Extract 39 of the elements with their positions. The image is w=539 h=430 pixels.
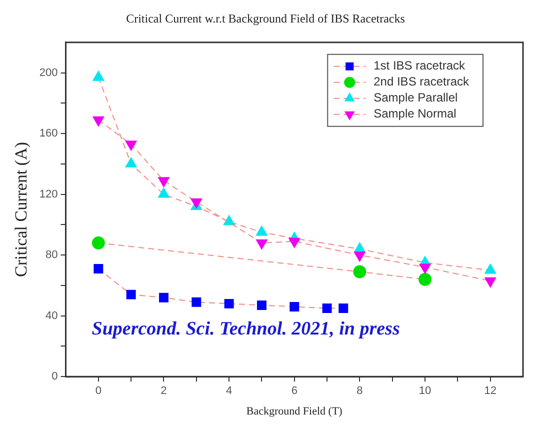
x-tick-label: 12 [484, 385, 496, 398]
point [353, 265, 366, 278]
y-tick-label: 160 [39, 128, 58, 140]
point [290, 302, 300, 312]
point [126, 290, 136, 300]
y-axis-title: Critical Current (A) [12, 142, 31, 278]
point [125, 157, 137, 168]
point [256, 226, 268, 236]
point [92, 236, 105, 250]
x-tick-label: 2 [160, 385, 167, 398]
point [256, 300, 266, 310]
legend-label: Sample Parallel [374, 90, 458, 105]
y-tick-label: 200 [39, 66, 58, 79]
x-tick-label: 0 [95, 385, 102, 398]
point [94, 264, 104, 274]
point [322, 304, 332, 313]
x-tick-label: 6 [291, 385, 298, 398]
x-tick-label: 4 [226, 385, 232, 398]
x-tick-label: 8 [356, 385, 363, 398]
point [223, 215, 235, 226]
chart-title: Critical Current w.r.t Background Field of IBS Racetracks [126, 11, 406, 26]
y-tick-label: 120 [39, 188, 58, 200]
point [224, 298, 234, 308]
y-tick-label: 0 [52, 370, 58, 383]
point [192, 297, 202, 307]
point [418, 272, 432, 286]
point [158, 188, 170, 198]
annotation: Supercond. Sci. Technol. 2021, in press [92, 318, 400, 340]
point [338, 304, 348, 313]
y-tick-label: 40 [46, 310, 58, 322]
legend-label: 2nd IBS racetrack [374, 74, 470, 89]
point [92, 70, 104, 81]
legend-label: Sample Normal [374, 106, 456, 121]
y-tick-label: 80 [46, 249, 58, 262]
point [484, 264, 496, 274]
point [158, 292, 168, 302]
legend-label: 1st IBS racetrack [374, 58, 466, 73]
x-axis-title: Background Field (T) [246, 405, 343, 418]
x-tick-label: 10 [418, 385, 432, 398]
